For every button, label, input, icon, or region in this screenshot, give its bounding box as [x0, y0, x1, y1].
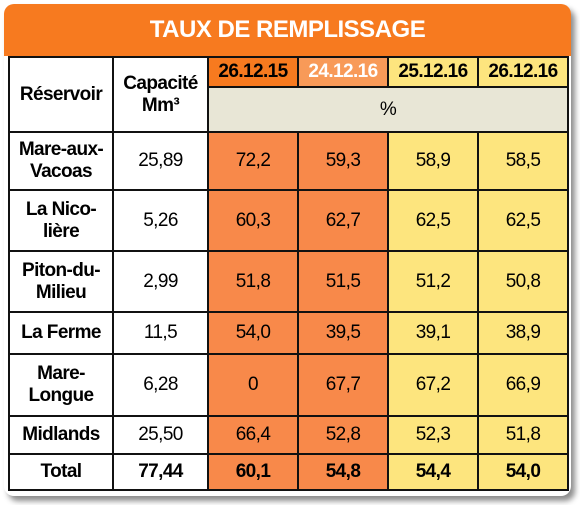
row-value: 62,7 [297, 189, 389, 252]
row-value: 50,8 [477, 250, 569, 313]
total-row: Total 77,44 60,1 54,8 54,4 54,0 [8, 453, 569, 491]
row-name-line: Mare-aux- [18, 139, 104, 160]
row-value: 58,5 [477, 131, 569, 191]
table-row: Mare- Longue 6,28 0 67,7 67,2 66,9 [8, 353, 569, 417]
row-value: 51,5 [297, 250, 389, 313]
row-name: Mare- Longue [8, 353, 114, 417]
row-name: La Nico-lière [8, 189, 114, 252]
row-value: 51,8 [477, 415, 569, 455]
table-row: Midlands 25,50 66,4 52,8 52,3 51,8 [8, 415, 569, 455]
total-value: 54,8 [297, 453, 389, 491]
table-row: La Ferme 11,5 54,0 39,5 39,1 38,9 [8, 311, 569, 355]
header-row-dates: Réservoir Capacité Mm³ 26.12.15 24.12.16… [8, 56, 569, 133]
row-name-line: Vacoas [30, 161, 93, 182]
table-title: TAUX DE REMPLISSAGE [4, 4, 571, 56]
row-value: 66,4 [207, 415, 299, 455]
row-name-line: lière [42, 220, 80, 242]
table-row: Piton-du- Milieu 2,99 51,8 51,5 51,2 50,8 [8, 250, 569, 313]
row-name-line: Piton-du- [22, 259, 101, 281]
row-name: La Ferme [8, 311, 114, 355]
header-date-1: 26.12.15 [207, 56, 299, 88]
reservoir-table-panel: TAUX DE REMPLISSAGE Réservoir Capacité M… [4, 4, 571, 496]
total-value: 54,0 [477, 453, 569, 491]
header-unit-percent: % [207, 86, 569, 133]
row-capacity: 25,50 [112, 415, 209, 455]
row-value: 59,3 [297, 131, 389, 191]
header-date-3: 25.12.16 [387, 56, 479, 88]
row-name: Mare-aux- Vacoas [8, 131, 114, 191]
header-capacity-unit: Mm³ [141, 94, 180, 116]
row-value: 51,8 [207, 250, 299, 313]
table-row: Mare-aux- Vacoas 25,89 72,2 59,3 58,9 58,… [8, 131, 569, 191]
header-capacity: Capacité Mm³ [112, 56, 209, 133]
row-value: 54,0 [207, 311, 299, 355]
row-capacity: 2,99 [112, 250, 209, 313]
header-row-unit: % [9, 86, 569, 133]
row-value: 72,2 [207, 131, 299, 191]
row-name: Midlands [8, 415, 114, 455]
row-value: 52,8 [297, 415, 389, 455]
row-value: 51,2 [387, 250, 479, 313]
row-name-line: La Nico- [25, 198, 97, 220]
table-row: La Nico-lière 5,26 60,3 62,7 62,5 62,5 [8, 189, 569, 252]
total-capacity: 77,44 [112, 453, 209, 491]
total-label: Total [8, 453, 114, 491]
row-value: 0 [207, 353, 299, 417]
row-capacity: 25,89 [112, 131, 209, 191]
row-value: 52,3 [387, 415, 479, 455]
header-date-4: 26.12.16 [477, 56, 569, 88]
total-value: 60,1 [207, 453, 299, 491]
header-reservoir: Réservoir [8, 56, 114, 133]
row-name-line: Mare- [37, 363, 85, 384]
row-value: 62,5 [387, 189, 479, 252]
row-name: Piton-du- Milieu [8, 250, 114, 313]
row-value: 38,9 [477, 311, 569, 355]
header-date-2: 24.12.16 [297, 56, 389, 88]
row-capacity: 6,28 [112, 353, 209, 417]
row-value: 39,1 [387, 311, 479, 355]
row-value: 66,9 [477, 353, 569, 417]
row-value: 39,5 [297, 311, 389, 355]
row-name-line: Longue [28, 385, 95, 406]
row-value: 60,3 [207, 189, 299, 252]
total-value: 54,4 [387, 453, 479, 491]
row-capacity: 11,5 [112, 311, 209, 355]
row-value: 62,5 [477, 189, 569, 252]
row-value: 67,2 [387, 353, 479, 417]
header-capacity-label: Capacité [123, 72, 198, 94]
row-value: 58,9 [387, 131, 479, 191]
row-capacity: 5,26 [112, 189, 209, 252]
row-name-line: Milieu [35, 281, 87, 303]
row-value: 67,7 [297, 353, 389, 417]
reservoir-table: Réservoir Capacité Mm³ 26.12.15 24.12.16… [8, 56, 569, 491]
